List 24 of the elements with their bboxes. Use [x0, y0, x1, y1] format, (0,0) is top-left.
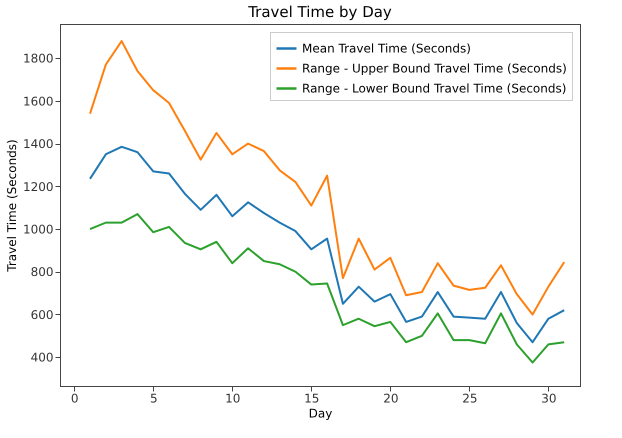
y-tick-label: 600 [30, 308, 54, 322]
y-tick-label: 1000 [22, 222, 54, 237]
legend-label: Range - Lower Bound Travel Time (Seconds) [302, 82, 566, 96]
legend-label: Range - Upper Bound Travel Time (Seconds) [302, 62, 567, 76]
y-tick-label: 1800 [22, 52, 54, 66]
y-tick-label: 800 [30, 265, 54, 280]
line-series [89, 146, 566, 344]
y-axis-title: Travel Time (Seconds) [4, 139, 19, 273]
legend-label: Mean Travel Time (Seconds) [302, 42, 471, 56]
y-tick-label: 1200 [22, 180, 54, 194]
x-tick-label: 5 [150, 392, 158, 406]
line-series [89, 40, 566, 316]
chart-title: Travel Time by Day [247, 3, 392, 21]
x-tick-label: 10 [225, 392, 240, 406]
x-tick-label: 30 [541, 392, 557, 406]
line-series [89, 213, 566, 364]
x-tick-label: 20 [383, 392, 398, 406]
y-tick-label: 1600 [22, 94, 54, 108]
x-axis-title: Day [308, 406, 332, 420]
y-tick-label: 400 [30, 350, 54, 365]
y-tick-label: 1400 [22, 137, 54, 152]
x-tick-label: 25 [462, 392, 478, 406]
x-tick-label: 15 [304, 392, 320, 406]
x-tick-label: 0 [70, 392, 79, 406]
